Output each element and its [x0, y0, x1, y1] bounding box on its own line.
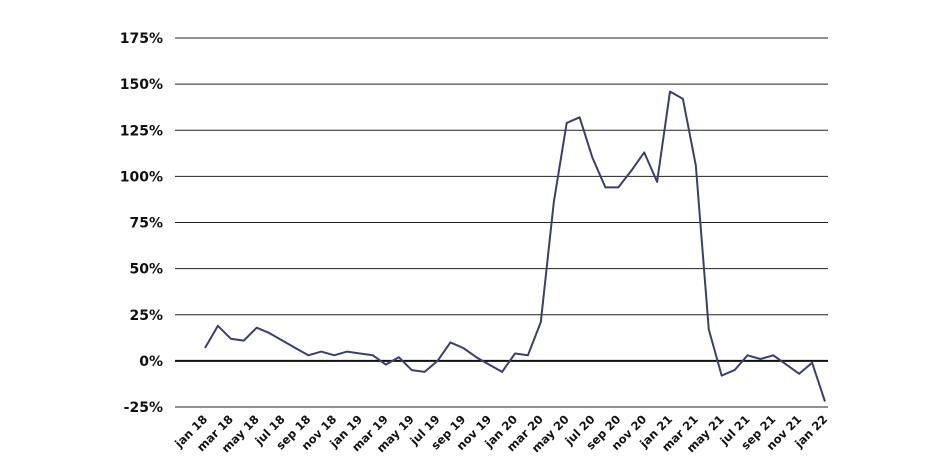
y-tick-label: 100% [120, 169, 163, 185]
y-tick-label: 50% [129, 262, 163, 278]
y-tick-label: -25% [124, 400, 163, 416]
y-tick-label: 25% [129, 308, 163, 324]
gridlines [175, 37, 828, 408]
series-line [204, 90, 826, 402]
y-axis-tick-labels: -25% 0% 25% 50% 75% 100% 125% 150% 175% [120, 31, 163, 416]
y-tick-label: 0% [139, 354, 163, 370]
y-tick-label: 125% [120, 123, 163, 139]
y-tick-label: 75% [129, 216, 163, 232]
data-series [204, 90, 826, 402]
y-tick-label: 150% [120, 77, 163, 93]
y-tick-label: 175% [120, 31, 163, 47]
